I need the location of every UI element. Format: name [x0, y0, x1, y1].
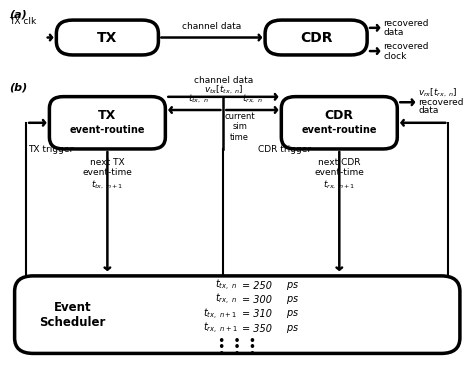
Text: $ps$: $ps$ [286, 308, 299, 320]
Text: = 350: = 350 [242, 324, 272, 334]
Text: TX clk: TX clk [9, 17, 36, 26]
Text: TX: TX [97, 30, 118, 44]
FancyBboxPatch shape [49, 96, 165, 149]
Text: data: data [383, 28, 404, 37]
Text: channel data: channel data [182, 22, 241, 31]
Text: = 310: = 310 [242, 309, 272, 319]
Text: $t_{tx,\ n}$: $t_{tx,\ n}$ [188, 93, 208, 105]
Text: = 250: = 250 [242, 280, 272, 291]
Text: next TX
event-time
$t_{tx,\ n+1}$: next TX event-time $t_{tx,\ n+1}$ [82, 158, 132, 191]
Text: current
sim
time: current sim time [224, 112, 255, 142]
FancyBboxPatch shape [265, 20, 367, 55]
Text: Event
Scheduler: Event Scheduler [39, 301, 106, 329]
Text: event-routine: event-routine [301, 125, 377, 135]
Text: data: data [418, 106, 438, 115]
Text: TX trigger: TX trigger [28, 145, 74, 154]
Text: $t_{tx,\ n+1}$: $t_{tx,\ n+1}$ [203, 307, 237, 322]
Text: $ps$: $ps$ [286, 294, 299, 306]
Text: CDR: CDR [300, 30, 332, 44]
Text: CDR trigger: CDR trigger [258, 145, 311, 154]
Text: next CDR
event-time
$t_{rx,\ n+1}$: next CDR event-time $t_{rx,\ n+1}$ [314, 158, 364, 191]
FancyBboxPatch shape [56, 20, 158, 55]
Text: CDR: CDR [325, 109, 354, 122]
Text: recovered: recovered [418, 98, 464, 107]
Text: event-routine: event-routine [70, 125, 145, 135]
Text: $v_{tx}[t_{tx,\ n}]$: $v_{tx}[t_{tx,\ n}]$ [204, 84, 243, 96]
Text: •  •  •: • • • [218, 348, 256, 361]
Text: recovered: recovered [383, 19, 429, 28]
Text: channel data: channel data [194, 76, 253, 85]
Text: = 300: = 300 [242, 295, 272, 305]
Text: $t_{tx,\ n}$: $t_{tx,\ n}$ [215, 278, 237, 293]
Text: (b): (b) [9, 83, 27, 93]
Text: $ps$: $ps$ [286, 322, 299, 335]
Text: $t_{rx,\ n}$: $t_{rx,\ n}$ [242, 93, 263, 105]
Text: (a): (a) [9, 9, 27, 19]
FancyBboxPatch shape [282, 96, 397, 149]
Text: •  •  •: • • • [218, 335, 256, 347]
Text: $t_{rx,\ n+1}$: $t_{rx,\ n+1}$ [202, 321, 237, 336]
Text: TX: TX [98, 109, 117, 122]
Text: $ps$: $ps$ [286, 280, 299, 292]
Text: •  •  •: • • • [218, 341, 256, 354]
Text: clock: clock [383, 52, 407, 61]
Text: $v_{rx}[t_{rx,\ n}]$: $v_{rx}[t_{rx,\ n}]$ [418, 87, 458, 99]
Text: $t_{rx,\ n}$: $t_{rx,\ n}$ [215, 293, 237, 307]
Text: recovered: recovered [383, 42, 429, 51]
FancyBboxPatch shape [15, 276, 460, 354]
